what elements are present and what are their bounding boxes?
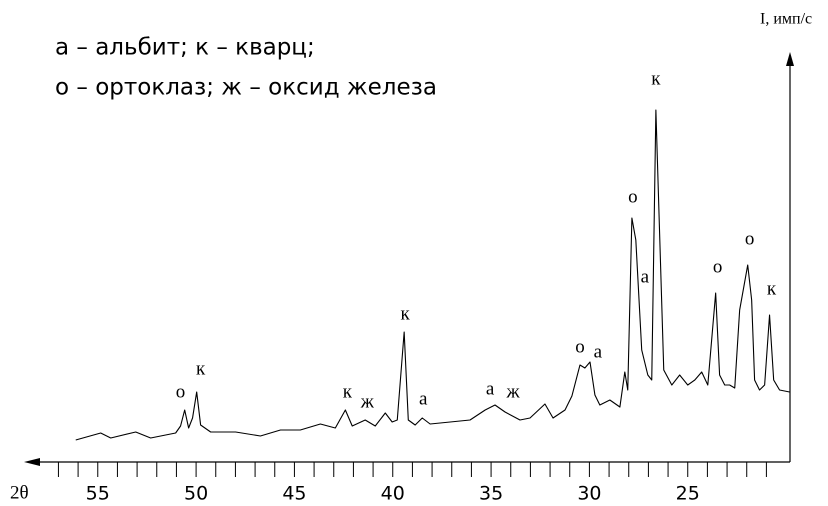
peak-annotation: а — [641, 266, 650, 287]
peak-annotation: к — [401, 303, 411, 324]
x-tick-label: 30 — [577, 483, 601, 505]
peak-annotation: к — [767, 278, 777, 299]
peak-annotation: а — [419, 388, 428, 409]
x-axis-label: 2θ — [10, 482, 29, 503]
peak-annotation: о — [575, 336, 585, 357]
x-axis-arrow — [24, 458, 40, 466]
peak-annotation: о — [628, 186, 638, 207]
legend-line: а – альбит; к – кварц; — [55, 35, 315, 61]
x-tick-label: 40 — [381, 483, 405, 505]
peak-annotation: к — [343, 381, 353, 402]
peak-annotation: а — [486, 378, 495, 399]
x-tick-label: 35 — [479, 483, 503, 505]
spectrum-line — [75, 109, 790, 441]
peak-annotation: о — [713, 256, 723, 277]
peak-annotation: о — [745, 228, 755, 249]
x-tick-label: 55 — [86, 483, 110, 505]
peak-annotation: о — [176, 381, 186, 402]
x-tick-label: 45 — [282, 483, 306, 505]
x-tick-label: 25 — [676, 483, 700, 505]
legend-line: о – ортоклаз; ж – оксид железа — [55, 75, 437, 101]
peak-annotation: к — [651, 68, 661, 89]
peak-annotation: к — [196, 358, 206, 379]
peak-annotation: ж — [360, 391, 375, 412]
y-axis-label: I, имп/с — [760, 11, 812, 28]
peak-annotation: а — [594, 341, 603, 362]
peak-annotation: ж — [506, 381, 521, 402]
x-tick-label: 50 — [184, 483, 208, 505]
y-axis-arrow — [786, 52, 794, 66]
